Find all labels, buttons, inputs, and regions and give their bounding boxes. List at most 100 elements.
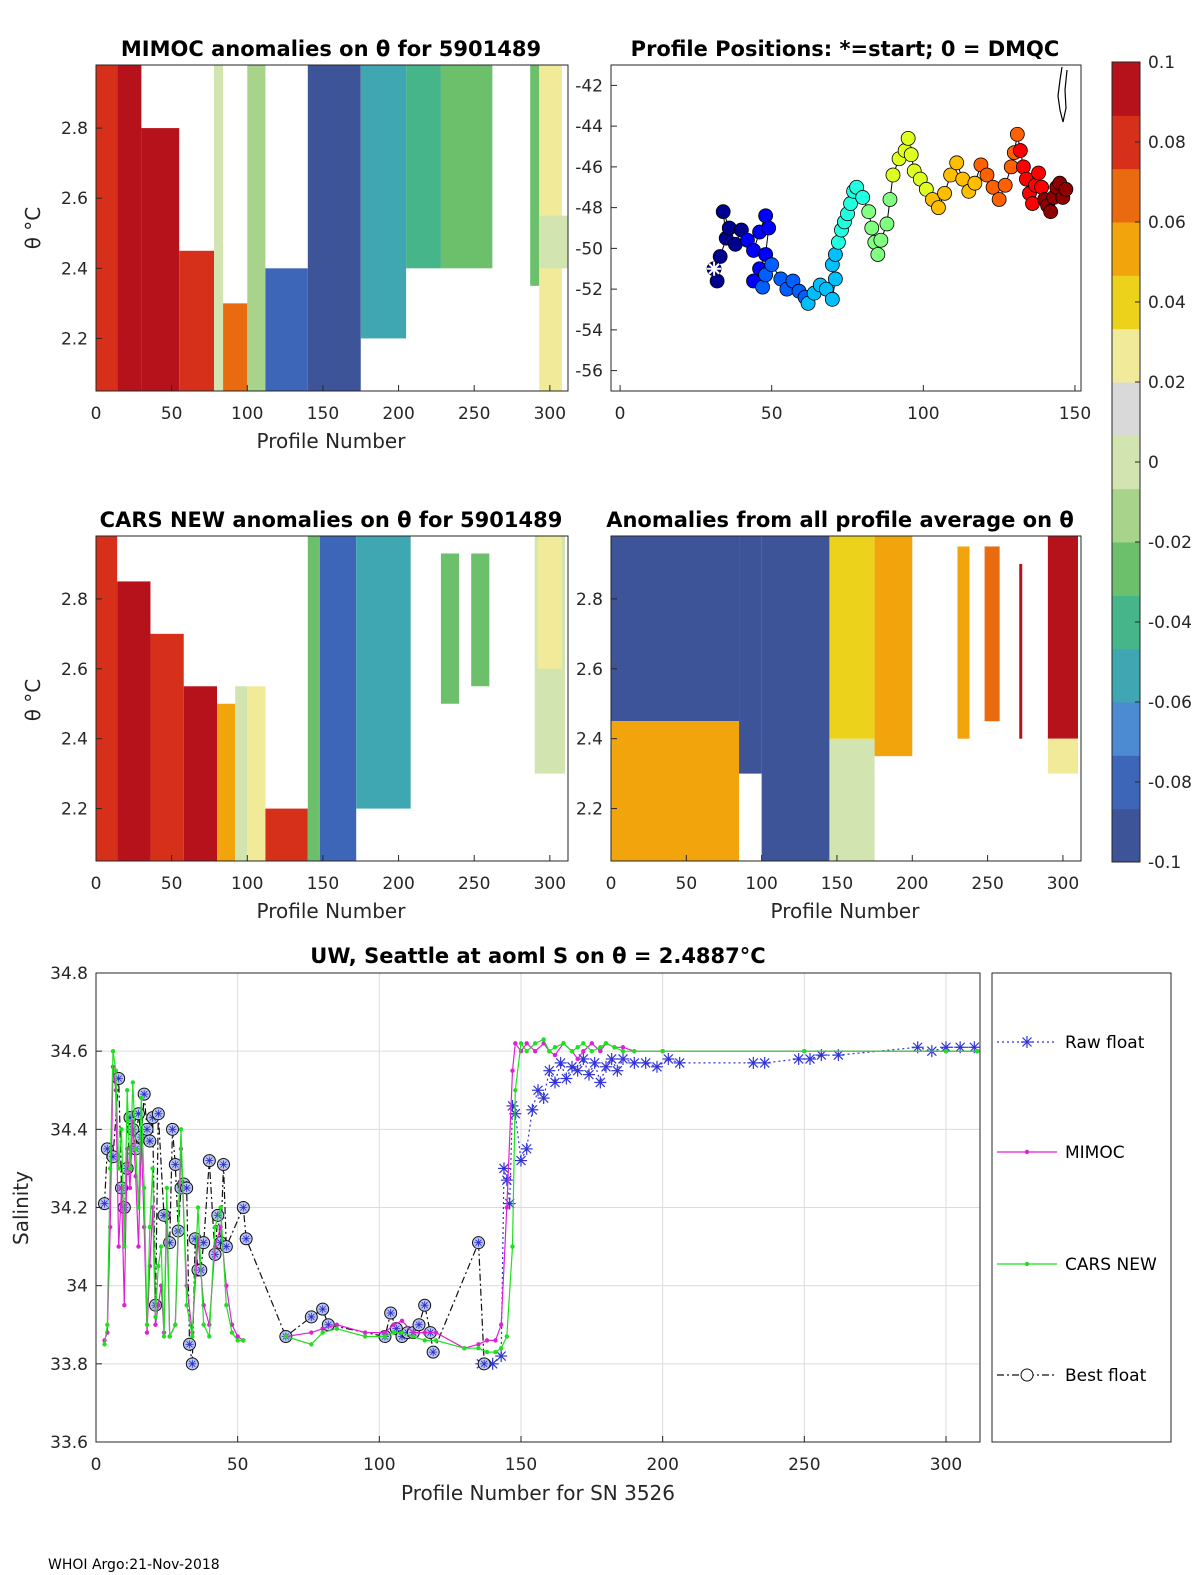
heatmap-cell — [117, 65, 142, 391]
x-tick-label: 100 — [363, 1455, 395, 1475]
series-point — [309, 1342, 314, 1347]
legend-item-best-float: Best float — [997, 1366, 1147, 1386]
x-tick-label: 300 — [534, 404, 566, 424]
series-point — [151, 1107, 165, 1121]
legend-item-cars-new: CARS NEW — [997, 1255, 1157, 1275]
heatmap-cell — [829, 536, 875, 739]
x-tick-label: 0 — [91, 1455, 102, 1475]
series-point — [239, 1232, 253, 1246]
profile-position-point — [979, 167, 995, 183]
heatmap-cell — [957, 546, 970, 739]
profile-position-point — [1015, 159, 1031, 175]
series-point — [632, 1048, 637, 1054]
series-point — [150, 1166, 155, 1171]
series-point — [136, 1205, 141, 1210]
x-tick-label: 250 — [788, 1455, 820, 1475]
series-point — [532, 1084, 544, 1097]
y-tick-label: 2.8 — [61, 119, 88, 139]
series-point — [524, 1048, 529, 1054]
colorbar-tick-label: 0.1 — [1148, 53, 1175, 73]
profile-position-point — [997, 177, 1013, 193]
series-raw-float — [475, 1041, 981, 1370]
heatmap-cell — [223, 303, 248, 391]
series-point — [495, 1350, 508, 1363]
series-point — [105, 1322, 110, 1327]
series-cars-new — [102, 1037, 980, 1355]
series-point — [526, 1103, 539, 1116]
heatmap-cell — [1047, 738, 1078, 774]
x-tick-label: 50 — [161, 874, 183, 894]
colorbar-bin — [1112, 702, 1140, 756]
profile-position-point — [1009, 126, 1025, 142]
colorbar-bin — [1112, 168, 1140, 223]
series-point — [513, 1088, 518, 1093]
positions-axes-frame — [610, 64, 1082, 392]
series-point — [202, 1154, 216, 1168]
profile-position-point — [967, 175, 983, 191]
series-point — [493, 1349, 498, 1355]
heatmap-cell — [265, 268, 308, 391]
x-tick-label: 0 — [606, 874, 617, 894]
series-point — [158, 1244, 164, 1249]
series-point — [153, 1322, 158, 1327]
colorbar-tick-label: -0.06 — [1148, 693, 1192, 713]
heatmap-cell — [611, 721, 740, 861]
series-point — [581, 1041, 586, 1046]
x-tick-label: 250 — [971, 874, 1003, 894]
colorbar-tick-label: 0.08 — [1148, 133, 1186, 153]
series-point — [212, 1224, 218, 1230]
y-tick-label: 2.2 — [61, 329, 88, 349]
colorbar-bin — [1112, 382, 1140, 436]
series-point — [575, 1045, 580, 1050]
series-point — [143, 1134, 157, 1148]
series-point — [433, 1338, 439, 1343]
panel-cars-anomalies: CARS NEW anomalies on θ for 5901489 0 50 1… — [21, 508, 569, 923]
x-tick-label: 250 — [458, 874, 490, 894]
start-star-marker — [707, 261, 722, 276]
series-point — [560, 1072, 573, 1085]
x-tick-label: 150 — [1059, 404, 1091, 424]
series-point — [136, 1244, 141, 1249]
series-point — [153, 1314, 158, 1320]
series-point — [133, 1146, 138, 1152]
series-point — [224, 1303, 229, 1308]
profile-position-point — [824, 291, 840, 307]
contour-fragment — [1057, 66, 1068, 123]
series-point — [334, 1326, 340, 1331]
colorbar-bin — [1112, 488, 1140, 543]
series-point — [911, 1041, 924, 1054]
series-point — [144, 1322, 150, 1327]
series-point — [543, 1064, 556, 1077]
series-point — [320, 1326, 325, 1331]
profile-position-point — [991, 192, 1007, 207]
colorbar-bin — [1112, 808, 1140, 863]
heatmap-cell — [307, 536, 320, 861]
series-point — [241, 1338, 246, 1343]
series-point — [588, 1056, 601, 1069]
series-point — [426, 1345, 440, 1359]
footer-credit: WHOI Argo:21-Nov-2018 — [48, 1557, 220, 1573]
panel-profile-positions: Profile Positions: *=start; 0 = DMQC 0 50… — [575, 37, 1091, 424]
y-tick-label: 2.6 — [61, 189, 88, 209]
series-point — [362, 1330, 368, 1335]
average-title: Anomalies from all profile average on θ — [606, 508, 1074, 532]
series-point — [422, 1330, 427, 1335]
y-tick-label: 2.4 — [61, 259, 88, 279]
heatmap-cell — [1019, 563, 1023, 739]
series-point — [320, 1330, 325, 1335]
series-point — [236, 1201, 250, 1214]
heatmap-cell — [874, 536, 913, 757]
series-point — [122, 1303, 127, 1308]
heatmap-cell — [307, 65, 361, 391]
series-point — [792, 1052, 805, 1065]
series-point — [589, 1048, 595, 1054]
series-point — [472, 1236, 485, 1250]
series-point — [334, 1322, 340, 1327]
series-point — [581, 1048, 586, 1054]
salinity-legend: Raw float MIMOC CARS NEW Best float — [991, 972, 1172, 1443]
salinity-xlabel: Profile Number for SN 3526 — [401, 1481, 675, 1505]
mimoc-axes-frame — [95, 64, 569, 392]
mimoc-title: MIMOC anomalies on θ for 5901489 — [121, 37, 541, 61]
series-point — [537, 1092, 550, 1105]
series-point — [382, 1334, 388, 1339]
